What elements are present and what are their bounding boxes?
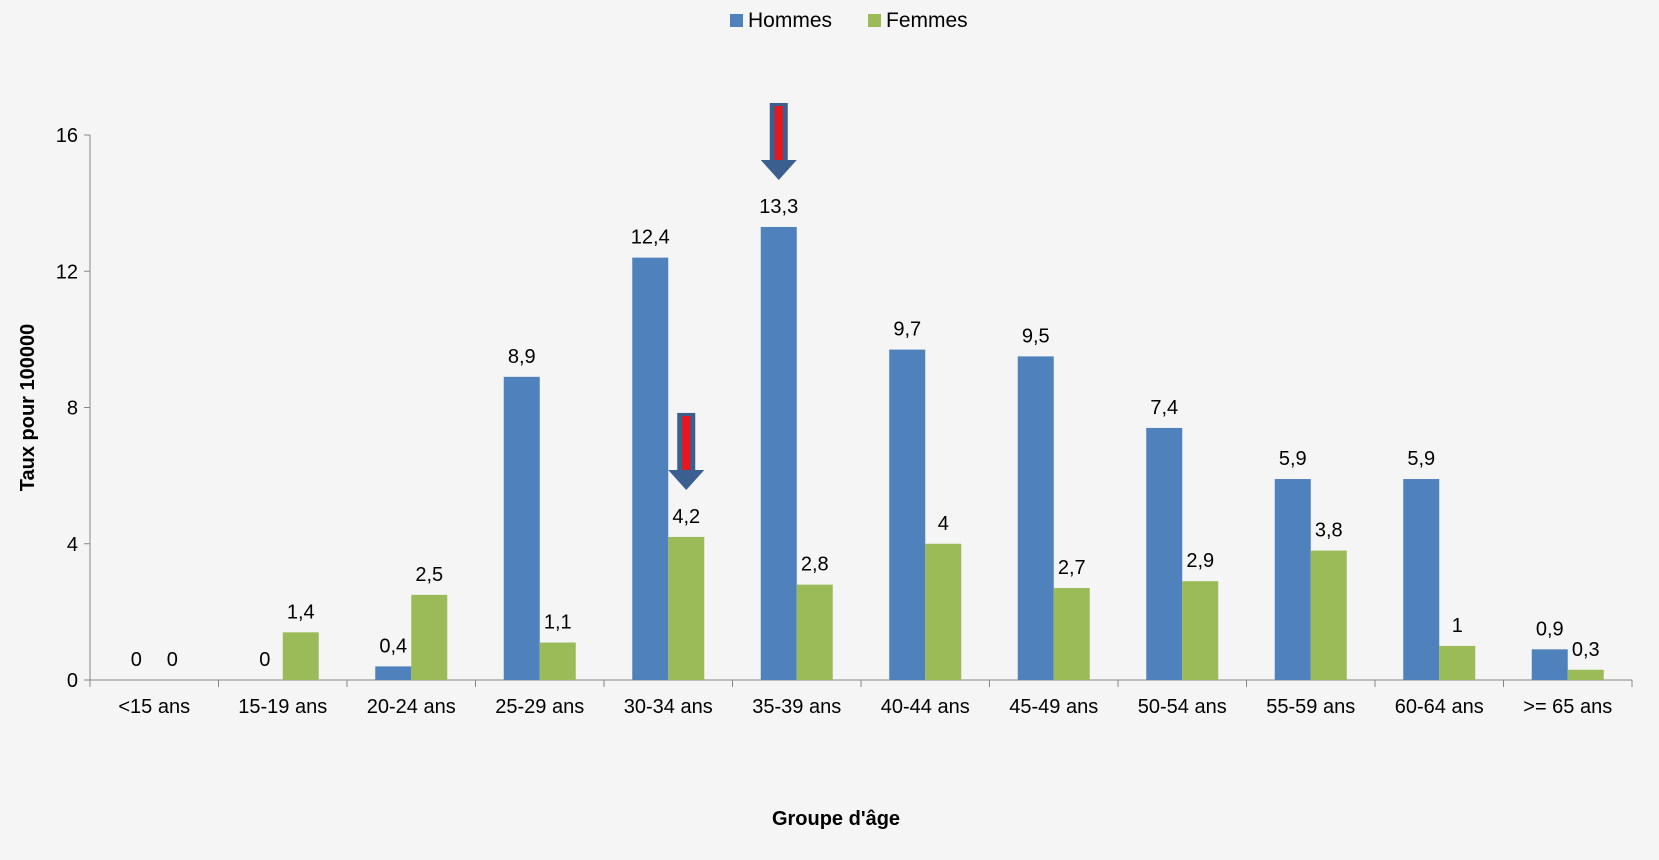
bar-femmes-40-44-ans [925, 543, 962, 680]
bar-hommes-20-24-ans [375, 666, 412, 680]
data-label-femmes: 2,9 [1186, 550, 1214, 572]
data-label-hommes: 0,9 [1536, 618, 1564, 640]
data-label-femmes: 1,1 [544, 612, 572, 634]
data-label-femmes: 2,5 [415, 564, 443, 586]
data-label-femmes: 2,7 [1058, 557, 1086, 579]
bar-hommes-25-29-ans [503, 376, 540, 680]
y-axis-title: Taux pour 100000 [17, 324, 39, 491]
bar-hommes-50-54-ans [1146, 427, 1183, 680]
bar-femmes-25-29-ans [539, 642, 576, 680]
legend-label-femmes: Femmes [886, 9, 968, 32]
x-tick-label: 15-19 ans [238, 696, 327, 718]
data-label-hommes: 8,9 [508, 346, 536, 368]
data-label-hommes: 9,7 [893, 319, 921, 341]
data-label-femmes: 3,8 [1315, 520, 1343, 542]
x-tick-label: 35-39 ans [752, 696, 841, 718]
x-tick-label: 40-44 ans [881, 696, 970, 718]
bar-femmes-45-49-ans [1053, 588, 1090, 680]
data-label-femmes: 1,4 [287, 601, 315, 623]
bar-femmes-65-ans [1567, 669, 1604, 680]
x-tick-label: <15 ans [118, 696, 190, 718]
legend-swatch-femmes [868, 14, 881, 27]
y-tick-label: 4 [67, 534, 78, 556]
arrow-head [668, 469, 705, 490]
bar-femmes-20-24-ans [411, 594, 448, 680]
bars [282, 226, 1604, 680]
data-label-hommes: 0 [131, 649, 142, 671]
data-label-hommes: 5,9 [1279, 448, 1307, 470]
bar-femmes-60-64-ans [1439, 645, 1476, 680]
data-label-hommes: 5,9 [1407, 448, 1435, 470]
arrow-shaft [774, 105, 783, 168]
bar-femmes-15-19-ans [282, 632, 319, 680]
y-tick-label: 12 [56, 261, 78, 283]
data-label-hommes: 9,5 [1022, 325, 1050, 347]
data-label-femmes: 4,2 [672, 506, 700, 528]
annotation-arrow-femmes [668, 412, 705, 490]
annotation-arrow-hommes [760, 102, 797, 180]
data-label-hommes: 7,4 [1150, 397, 1178, 419]
x-tick-label: 20-24 ans [367, 696, 456, 718]
x-tick-label: 45-49 ans [1009, 696, 1098, 718]
arrow-shaft [682, 415, 691, 478]
data-label-hommes: 13,3 [759, 196, 798, 218]
x-tick-label: 55-59 ans [1266, 696, 1355, 718]
bar-femmes-35-39-ans [796, 584, 833, 680]
data-label-hommes: 12,4 [631, 227, 670, 249]
legend: Hommes Femmes [730, 9, 968, 32]
y-tick-label: 8 [67, 398, 78, 420]
x-tick-label: 25-29 ans [495, 696, 584, 718]
bar-hommes-30-34-ans [632, 257, 669, 680]
y-tick-label: 0 [67, 670, 78, 692]
y-axis: 0 4 8 12 16 [56, 125, 91, 692]
bar-femmes-50-54-ans [1182, 581, 1219, 680]
x-axis-title: Groupe d'âge [772, 808, 900, 830]
data-labels: 0 0 0,4 8,9 12,4 13,3 9,7 9,5 7,4 5,9 5,9 0,9 0 1,4 2,… [131, 196, 1600, 671]
y-tick-label: 16 [56, 125, 78, 147]
data-label-femmes: 4 [938, 513, 949, 535]
legend-swatch-hommes [730, 14, 743, 27]
bar-hommes-35-39-ans [760, 226, 797, 680]
data-label-femmes: 0,3 [1572, 639, 1600, 661]
x-tick-label: 60-64 ans [1395, 696, 1484, 718]
bar-hommes-45-49-ans [1017, 356, 1054, 680]
bar-femmes-55-59-ans [1310, 550, 1347, 680]
data-label-femmes: 2,8 [801, 554, 829, 576]
data-label-femmes: 1 [1452, 615, 1463, 637]
data-label-hommes: 0,4 [379, 635, 407, 657]
arrow-head [760, 159, 797, 180]
bar-hommes-60-64-ans [1403, 479, 1440, 680]
x-axis: <15 ans 15-19 ans 20-24 ans 25-29 ans 30-34 … [89, 679, 1633, 718]
legend-label-hommes: Hommes [748, 9, 832, 32]
bar-hommes-40-44-ans [889, 349, 926, 680]
bar-hommes-65-ans [1531, 649, 1568, 680]
data-label-femmes: 0 [167, 649, 178, 671]
bar-femmes-30-34-ans [668, 536, 705, 680]
x-tick-label: >= 65 ans [1523, 696, 1612, 718]
x-tick-label: 30-34 ans [624, 696, 713, 718]
x-tick-label: 50-54 ans [1138, 696, 1227, 718]
bar-hommes-55-59-ans [1274, 479, 1311, 680]
data-label-hommes: 0 [259, 649, 270, 671]
annotations [668, 102, 797, 490]
